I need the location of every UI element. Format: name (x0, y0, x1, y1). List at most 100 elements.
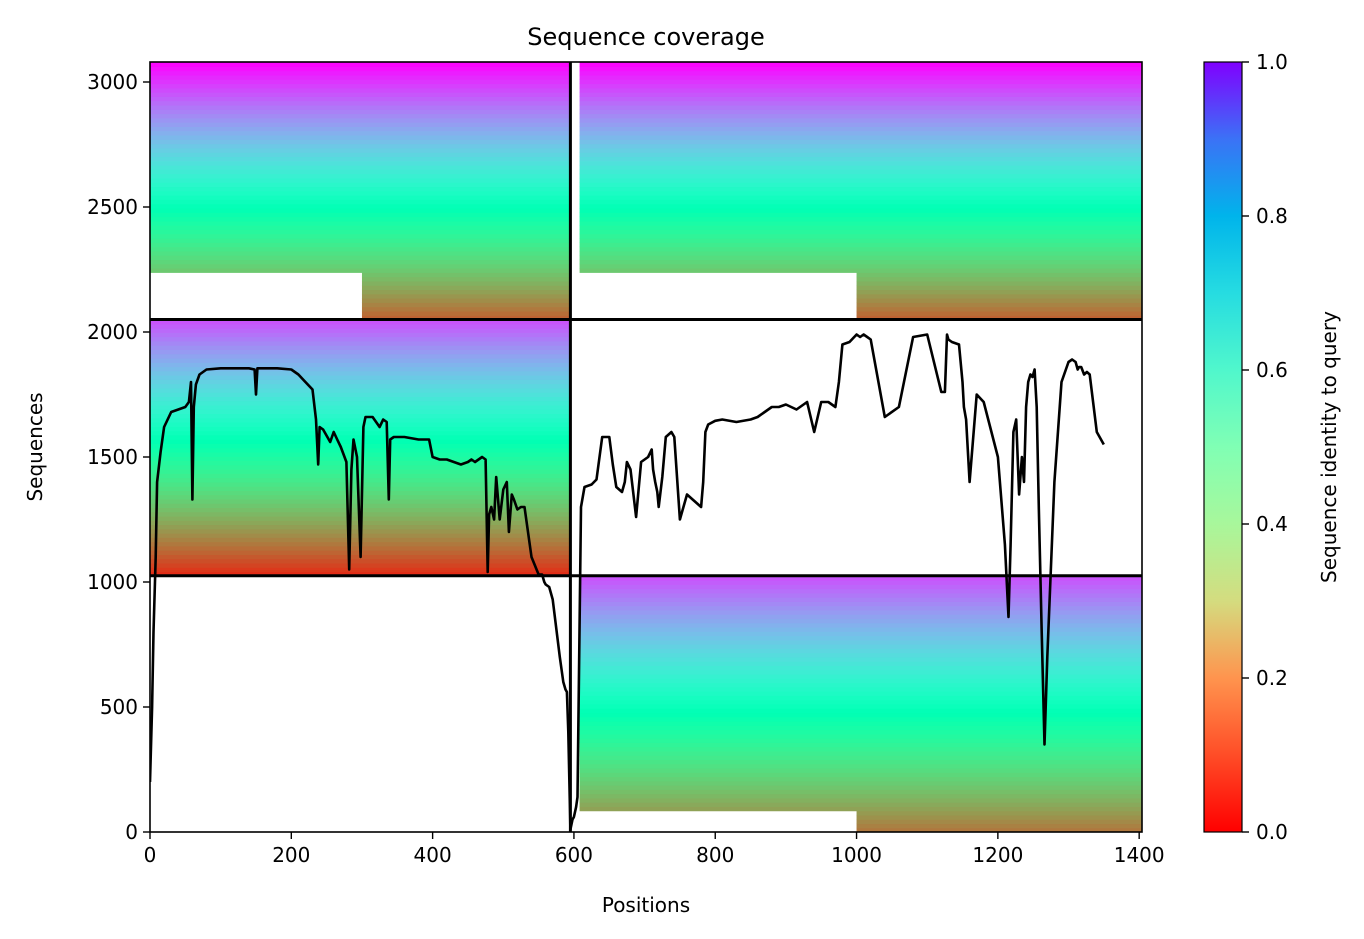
heatmap-strip (361, 285, 571, 291)
heatmap-strip (856, 827, 1142, 832)
heatmap-strip (856, 272, 1142, 278)
y-axis-label: Sequences (23, 392, 47, 501)
heatmap-strip (579, 122, 1142, 127)
heatmap-strip (579, 152, 1142, 158)
heatmap-strip (150, 126, 571, 132)
heatmap-strip (579, 627, 1142, 632)
heatmap-strip (150, 387, 571, 393)
heatmap-strip (150, 409, 571, 415)
heatmap-strip (579, 268, 1142, 273)
heatmap-strip (150, 366, 571, 372)
heatmap-strip (150, 113, 571, 119)
heatmap-strip (150, 109, 571, 115)
heatmap-strip (150, 139, 571, 145)
y-tick-label: 1000 (87, 570, 138, 594)
heatmap-strip (150, 349, 571, 355)
heatmap-strip (579, 109, 1142, 115)
heatmap-strip (579, 216, 1142, 222)
heatmap-strip (150, 263, 571, 269)
heatmap-strip (579, 712, 1142, 718)
heatmap-strip (579, 763, 1142, 769)
heatmap-strip (579, 665, 1142, 671)
heatmap-strip (856, 276, 1142, 282)
heatmap-strip (150, 83, 571, 89)
heatmap-strip (579, 669, 1142, 675)
colorbar-tick-label: 0.6 (1256, 358, 1288, 382)
heatmap-strip (579, 605, 1142, 611)
heatmap-strip (361, 293, 571, 299)
heatmap-strip (579, 203, 1142, 209)
heatmap-strip (579, 66, 1142, 72)
heatmap-strip (579, 173, 1142, 179)
heatmap-strip (579, 96, 1142, 102)
heatmap-strip (579, 143, 1142, 149)
heatmap-strip (150, 503, 571, 509)
heatmap-strip (579, 767, 1142, 773)
heatmap-strip (579, 259, 1142, 265)
heatmap-strip (150, 490, 571, 496)
heatmap-strip (150, 340, 571, 346)
heatmap-strip (856, 285, 1142, 291)
heatmap-strip (579, 733, 1142, 739)
y-tick-label: 500 (100, 695, 138, 719)
heatmap-strip (579, 130, 1142, 136)
heatmap-strip (150, 426, 571, 432)
heatmap-strip (361, 310, 571, 316)
heatmap-strip (150, 160, 571, 166)
heatmap-strip (579, 609, 1142, 615)
heatmap-strip (361, 315, 571, 321)
heatmap-strip (579, 695, 1142, 701)
heatmap-strip (579, 229, 1142, 235)
heatmap-strip (856, 315, 1142, 321)
heatmap-strip (150, 74, 571, 80)
heatmap-strip (150, 190, 571, 196)
heatmap-strip (579, 207, 1142, 213)
heatmap-strip (579, 83, 1142, 89)
heatmap-strip (150, 430, 571, 436)
heatmap-strip (579, 802, 1142, 807)
heatmap-strip (579, 156, 1142, 162)
heatmap-strip (579, 772, 1142, 778)
heatmap-strip (579, 793, 1142, 799)
heatmap-strip (579, 601, 1142, 607)
heatmap-strip (361, 280, 571, 286)
heatmap-strip (150, 246, 571, 252)
heatmap-strip (150, 177, 571, 183)
heatmap-strip (579, 134, 1142, 140)
heatmap-strip (150, 558, 571, 564)
heatmap-strip (579, 742, 1142, 748)
heatmap-strip (150, 494, 571, 500)
heatmap-strip (579, 750, 1142, 756)
heatmap-strip (361, 298, 571, 303)
heatmap-strip (579, 104, 1142, 110)
heatmap-strip (150, 451, 571, 457)
heatmap-strip (579, 708, 1142, 714)
heatmap-strip (579, 70, 1142, 76)
heatmap-strip (579, 622, 1142, 628)
heatmap-strip (150, 370, 571, 376)
heatmap-strip (150, 477, 571, 483)
heatmap-strip (579, 79, 1142, 85)
heatmap-strip (361, 302, 571, 308)
heatmap-strip (150, 182, 571, 188)
heatmap-strip (579, 780, 1142, 786)
heatmap-strip (579, 759, 1142, 765)
heatmap-strip (150, 375, 571, 380)
domain-boundaries (150, 62, 1142, 832)
heatmap-strip (579, 789, 1142, 795)
heatmap-strip (579, 584, 1142, 590)
heatmap-strip (579, 113, 1142, 119)
heatmap-strip (150, 413, 571, 419)
heatmap-strip (150, 464, 571, 470)
heatmap-strip (150, 404, 571, 410)
heatmap-strip (150, 169, 571, 175)
heatmap-strip (856, 293, 1142, 299)
heatmap-strip (150, 233, 571, 239)
heatmap-strip (579, 746, 1142, 752)
heatmap-strip (579, 246, 1142, 252)
heatmap-strip (579, 678, 1142, 684)
heatmap-strip (579, 631, 1142, 637)
heatmap-strip (579, 160, 1142, 166)
heatmap-strip (579, 255, 1142, 261)
heatmap-strip (579, 580, 1142, 585)
